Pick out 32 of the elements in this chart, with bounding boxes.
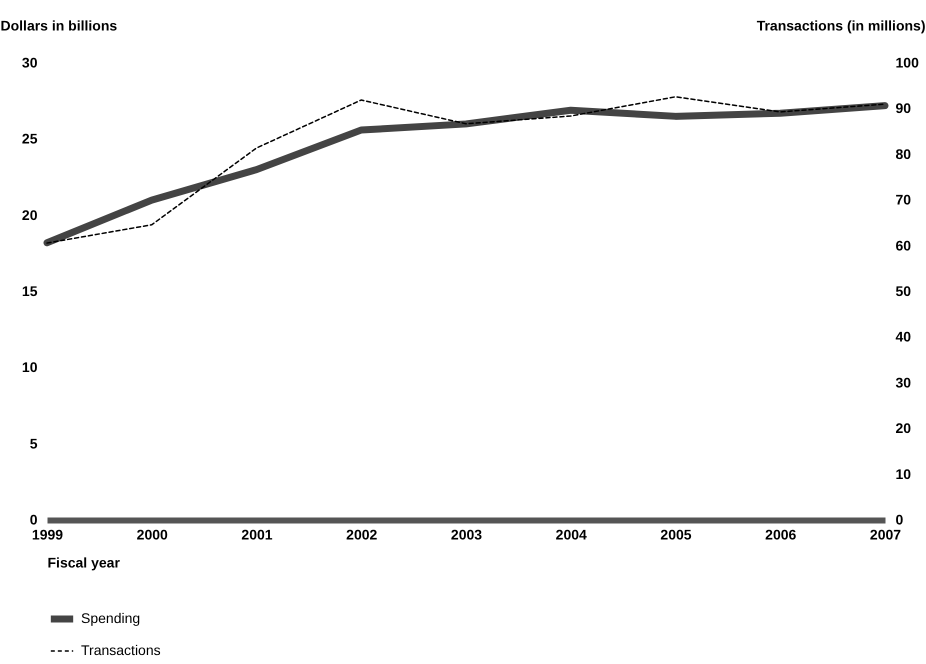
y2-axis-title: Transactions (in millions) bbox=[756, 18, 926, 34]
x-tick-label: 2006 bbox=[765, 526, 797, 542]
y2-tick-label: 40 bbox=[896, 328, 912, 345]
y-tick-label: 10 bbox=[22, 359, 38, 376]
x-tick-label: 2002 bbox=[346, 526, 378, 542]
y-tick-label: 5 bbox=[30, 435, 38, 452]
y2-tick-label: 20 bbox=[896, 420, 912, 436]
y2-tick-label: 30 bbox=[896, 374, 912, 390]
legend-label: Spending bbox=[81, 610, 140, 626]
x-tick-label: 2007 bbox=[870, 526, 902, 542]
y2-tick-label: 10 bbox=[896, 466, 912, 482]
y2-tick-label: 50 bbox=[896, 283, 912, 299]
y-tick-label: 15 bbox=[22, 283, 38, 299]
y2-tick-label: 70 bbox=[896, 192, 912, 208]
y-tick-label: 0 bbox=[30, 512, 38, 528]
y-tick-label: 30 bbox=[22, 54, 38, 70]
legend-label: Transactions bbox=[81, 642, 161, 658]
y2-tick-label: 90 bbox=[896, 100, 912, 116]
y-tick-label: 25 bbox=[22, 130, 38, 147]
y2-tick-label: 80 bbox=[896, 146, 912, 162]
x-tick-label: 2004 bbox=[556, 526, 588, 542]
x-tick-label: 2003 bbox=[450, 526, 482, 542]
y2-tick-label: 100 bbox=[896, 54, 920, 70]
x-axis-title: Fiscal year bbox=[48, 554, 120, 570]
y-tick-label: 20 bbox=[22, 206, 38, 223]
y-axis-title: Dollars in billions bbox=[0, 18, 118, 34]
x-tick-label: 2001 bbox=[241, 526, 273, 542]
x-tick-label: 2005 bbox=[660, 526, 692, 542]
y2-tick-label: 0 bbox=[896, 512, 904, 528]
x-tick-label: 2000 bbox=[136, 526, 168, 542]
y2-tick-label: 60 bbox=[896, 237, 912, 254]
x-tick-label: 1999 bbox=[32, 526, 64, 542]
